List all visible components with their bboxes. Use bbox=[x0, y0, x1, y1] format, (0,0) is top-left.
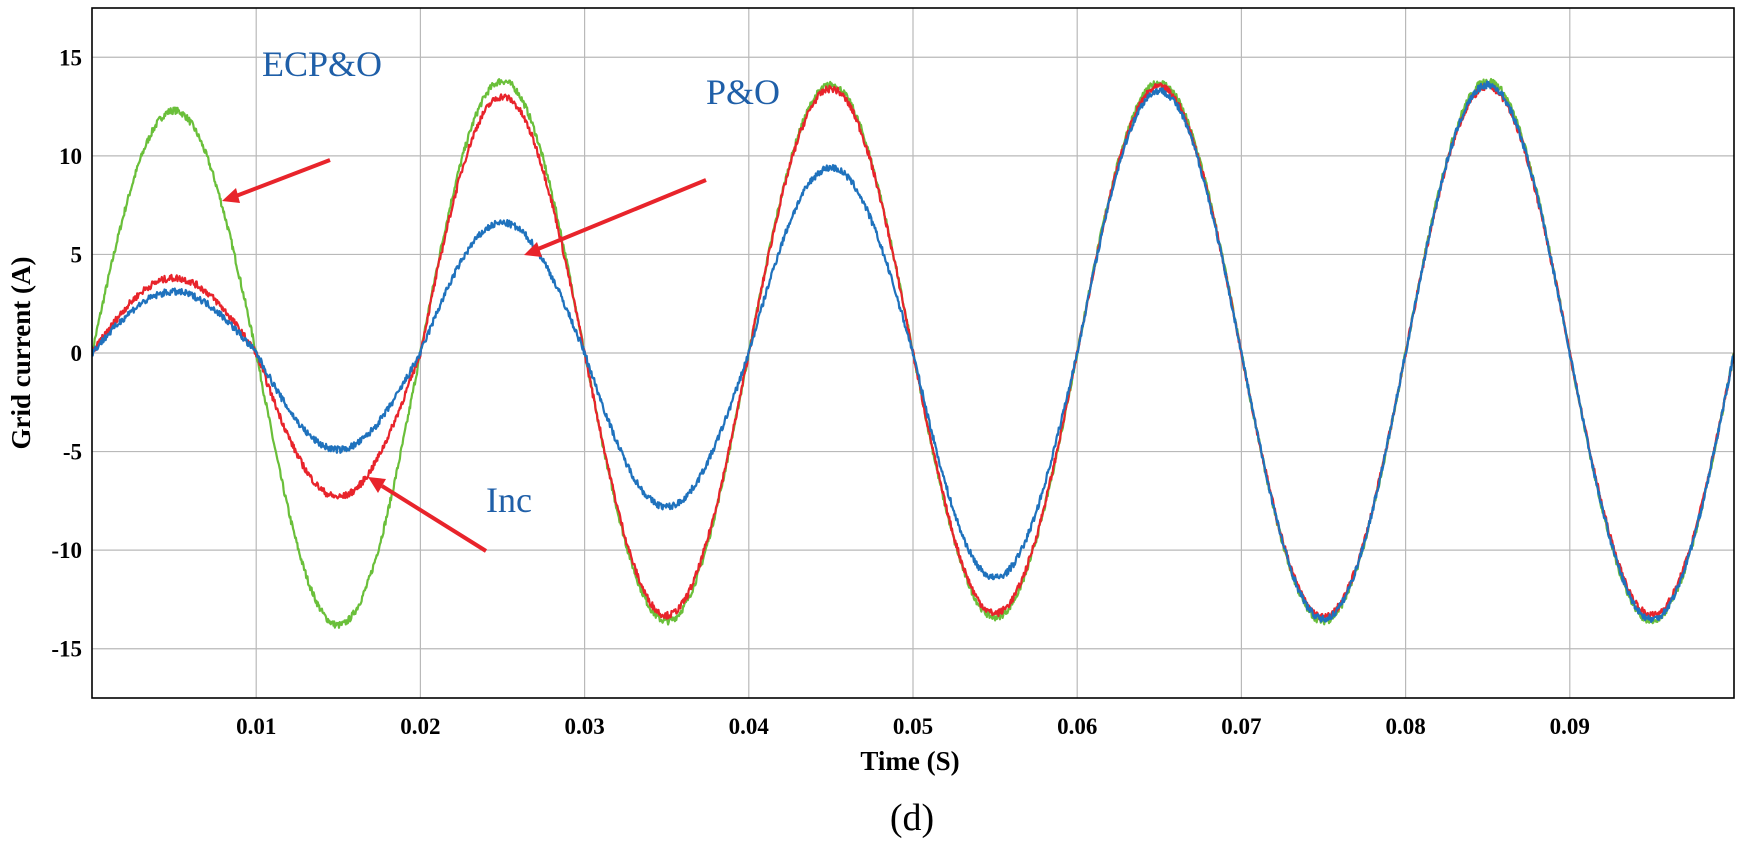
x-tick-label: 0.08 bbox=[1385, 714, 1425, 739]
inc-arrow-line bbox=[380, 484, 488, 553]
x-tick-label: 0.09 bbox=[1550, 714, 1590, 739]
x-tick-label: 0.03 bbox=[564, 714, 604, 739]
x-tick-label: 0.07 bbox=[1221, 714, 1261, 739]
annotation-ecpo: ECP&O bbox=[262, 44, 382, 84]
annotations: ECP&O P&O Inc bbox=[222, 44, 780, 553]
po-arrow-line bbox=[537, 178, 707, 251]
ecpo-arrow-head bbox=[222, 188, 240, 203]
figure-caption: (d) bbox=[890, 797, 934, 839]
po-arrow-head bbox=[524, 242, 542, 257]
annotation-po: P&O bbox=[706, 72, 780, 112]
grid-lines bbox=[92, 8, 1734, 698]
y-tick-label: 0 bbox=[71, 341, 83, 366]
annotation-inc: Inc bbox=[486, 480, 532, 520]
y-tick-label: 15 bbox=[59, 45, 82, 70]
y-tick-label: 5 bbox=[71, 242, 83, 267]
y-tick-label: 10 bbox=[59, 144, 82, 169]
y-tick-label: -10 bbox=[51, 538, 82, 563]
tick-labels: 0.01 0.02 0.03 0.04 0.05 0.06 0.07 0.08 0.09 15 10… bbox=[51, 45, 1590, 739]
series-lines bbox=[92, 77, 1734, 629]
y-tick-label: -5 bbox=[63, 440, 82, 465]
x-tick-label: 0.04 bbox=[729, 714, 770, 739]
x-tick-label: 0.05 bbox=[893, 714, 933, 739]
series-line-p-o bbox=[92, 80, 1734, 624]
x-axis-title: Time (S) bbox=[860, 746, 959, 776]
y-axis-title: Grid current (A) bbox=[6, 257, 36, 450]
inc-arrow-head bbox=[368, 477, 386, 493]
plot-frame bbox=[91, 7, 1735, 699]
x-tick-label: 0.01 bbox=[236, 714, 276, 739]
y-tick-label: -15 bbox=[51, 637, 82, 662]
ecpo-arrow-line bbox=[235, 158, 331, 198]
x-tick-label: 0.02 bbox=[400, 714, 440, 739]
x-tick-label: 0.06 bbox=[1057, 714, 1097, 739]
